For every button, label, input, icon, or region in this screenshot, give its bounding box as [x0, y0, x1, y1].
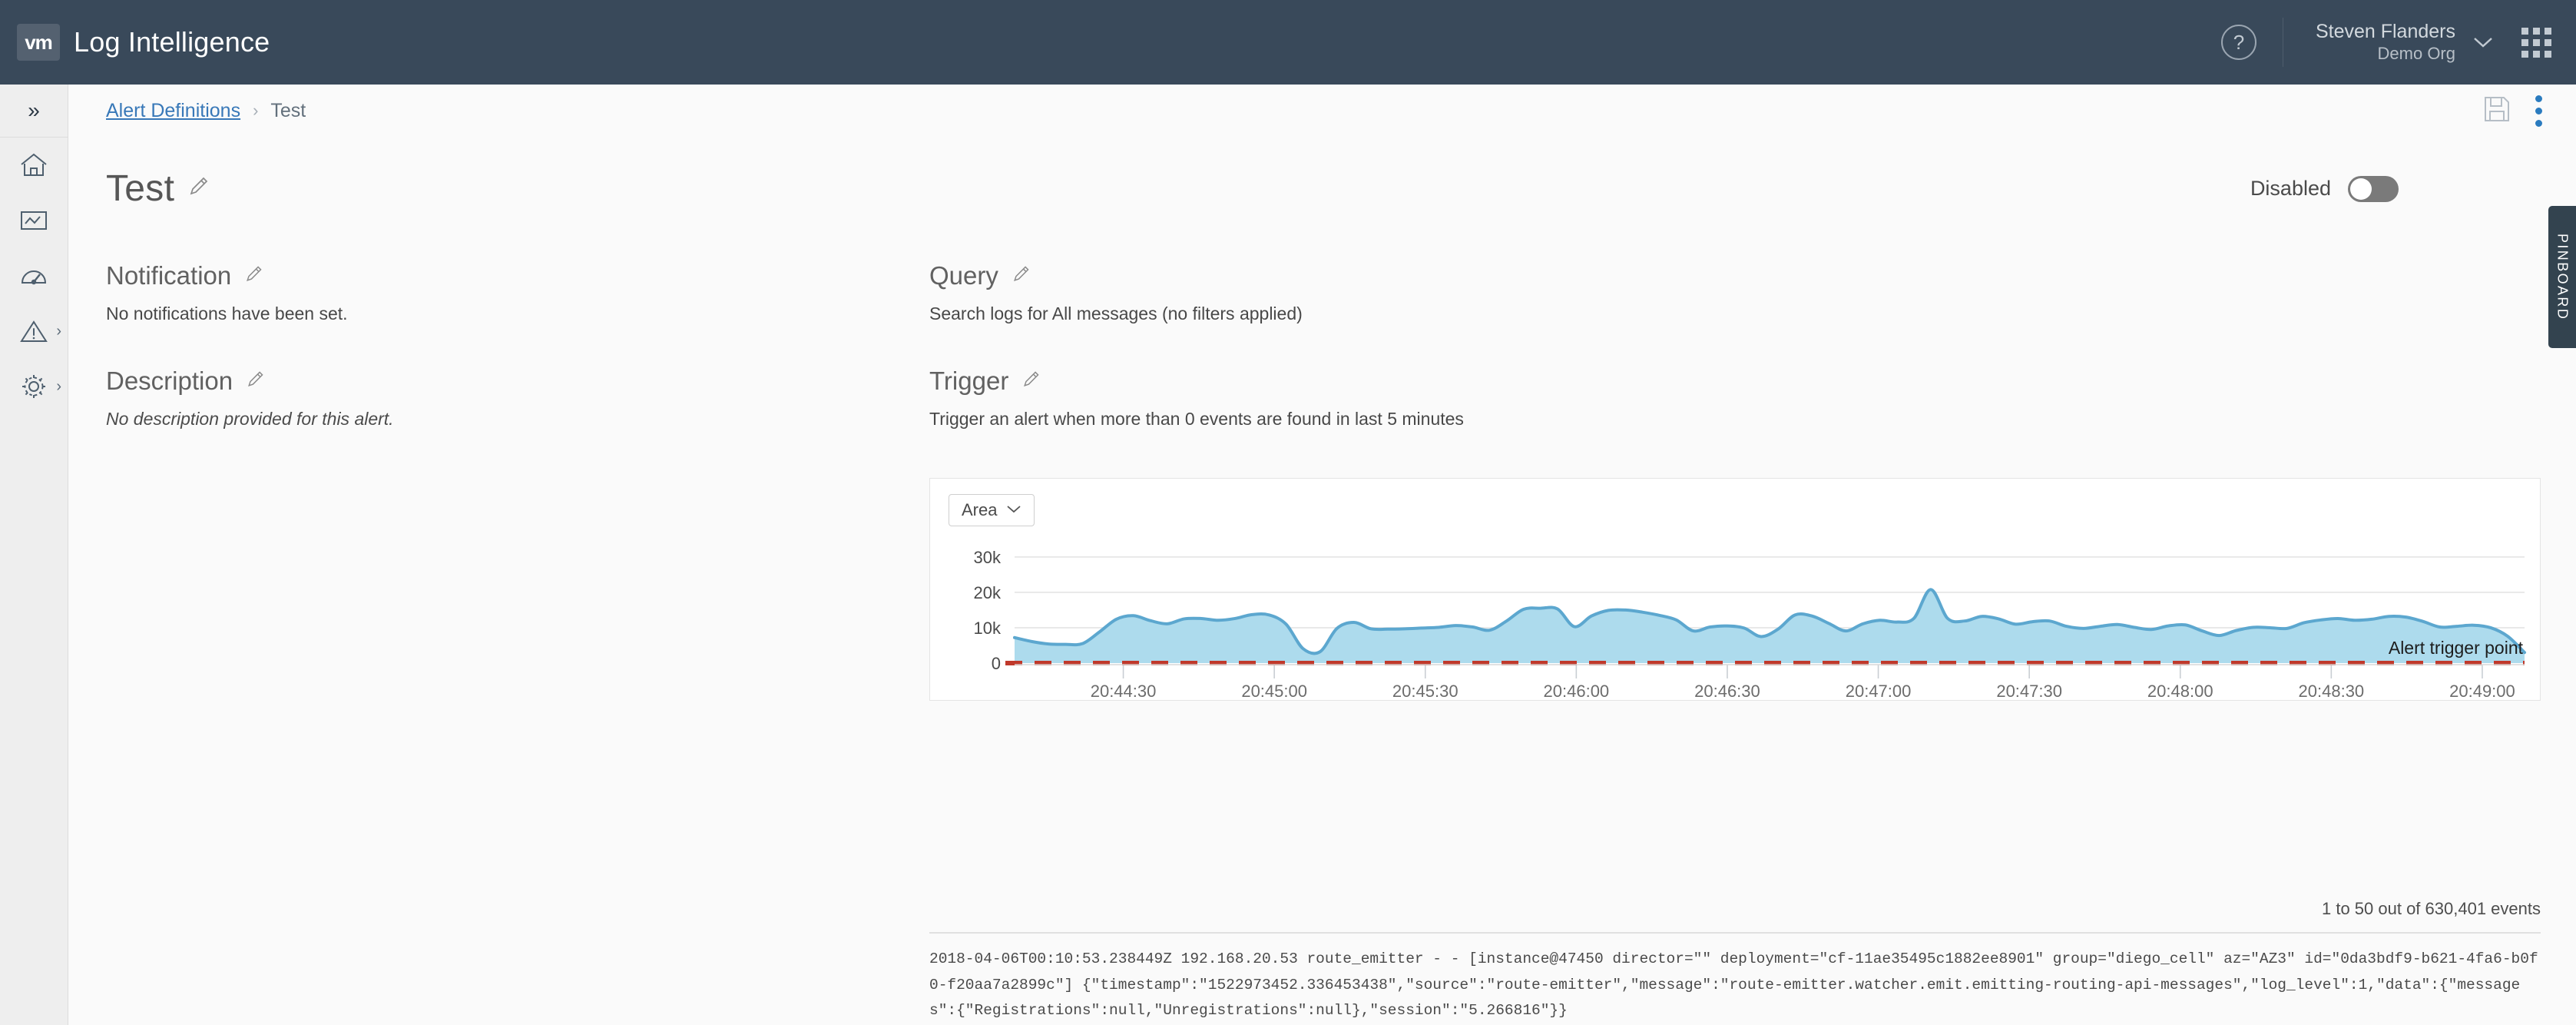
gauge-icon: [19, 264, 48, 287]
notification-section: Notification No notifications have been …: [106, 261, 836, 327]
chart-line-icon: [19, 209, 48, 232]
save-floppy-icon[interactable]: [2482, 94, 2512, 128]
description-heading-row: Description: [106, 367, 836, 396]
breadcrumb-parent-link[interactable]: Alert Definitions: [106, 99, 241, 121]
app-title: Log Intelligence: [74, 26, 270, 58]
svg-text:20:48:00: 20:48:00: [2147, 682, 2213, 701]
header-actions: ? Steven Flanders Demo Org: [2220, 0, 2576, 85]
home-icon: [19, 152, 48, 178]
app-grid-icon[interactable]: [2521, 27, 2551, 58]
chart-type-select[interactable]: Area: [949, 494, 1035, 526]
svg-text:10k: 10k: [974, 619, 1002, 638]
trigger-heading-row: Trigger: [929, 367, 2542, 396]
events-count-label: 1 to 50 out of 630,401 events: [2321, 899, 2541, 918]
svg-text:30k: 30k: [974, 548, 1002, 567]
svg-text:Alert trigger point: Alert trigger point: [2389, 638, 2524, 658]
query-body: Search logs for All messages (no filters…: [929, 304, 1303, 323]
trigger-preview-chart-card: Area 0 10k 20k 30k 20:44:30 20:45:00 20:45:30 2…: [929, 478, 2541, 701]
vmware-logo[interactable]: vm: [17, 24, 60, 61]
edit-query-pencil-icon[interactable]: [1011, 261, 1031, 290]
sidebar-item-alerts[interactable]: ›: [0, 304, 68, 359]
user-name: Steven Flanders: [2315, 21, 2455, 43]
log-entry-text: 2018-04-06T00:10:53.238449Z 192.168.20.5…: [929, 950, 2538, 1020]
sidebar-item-dashboards[interactable]: [0, 248, 68, 304]
svg-text:20:45:30: 20:45:30: [1392, 682, 1459, 701]
help-circle-icon[interactable]: ?: [2220, 25, 2256, 60]
pinboard-tab-label: PINBOARD: [2554, 233, 2571, 321]
enable-alert-toggle-group[interactable]: Disabled: [2250, 175, 2399, 202]
trigger-section: Trigger Trigger an alert when more than …: [929, 367, 2542, 432]
svg-text:20:48:30: 20:48:30: [2299, 682, 2365, 701]
breadcrumb-bar: Alert Definitions › Test: [68, 85, 2576, 137]
description-section: Description No description provided for …: [106, 367, 836, 432]
description-body: No description provided for this alert.: [106, 409, 394, 430]
notification-heading-row: Notification: [106, 261, 836, 290]
svg-text:20:46:30: 20:46:30: [1694, 682, 1760, 701]
sidebar-item-explore-logs[interactable]: [0, 193, 68, 248]
sidebar-expand-button[interactable]: »: [0, 85, 68, 138]
edit-notification-pencil-icon[interactable]: [243, 261, 263, 290]
left-detail-column: Notification No notifications have been …: [106, 261, 836, 473]
page-title: Test: [106, 168, 175, 209]
description-heading: Description: [106, 367, 233, 396]
sidebar-item-settings[interactable]: ›: [0, 359, 68, 414]
user-menu[interactable]: Steven Flanders Demo Org: [2316, 20, 2455, 64]
svg-text:0: 0: [992, 654, 1001, 673]
breadcrumb-actions: [2482, 94, 2576, 128]
kebab-menu-icon[interactable]: [2535, 95, 2542, 127]
query-heading-row: Query: [929, 261, 2542, 290]
log-entry-box: 2018-04-06T00:10:53.238449Z 192.168.20.5…: [929, 932, 2541, 1025]
page-title-row: Test Disabled: [106, 168, 2487, 210]
user-org: Demo Org: [2377, 43, 2455, 63]
svg-text:20:47:30: 20:47:30: [1996, 682, 2062, 701]
edit-title-pencil-icon[interactable]: [187, 175, 210, 202]
alert-triangle-icon: [19, 319, 48, 344]
enable-alert-toggle[interactable]: [2348, 175, 2399, 202]
pinboard-tab[interactable]: PINBOARD: [2548, 206, 2576, 348]
app-header: vm Log Intelligence ? Steven Flanders De…: [0, 0, 2576, 85]
notification-body: No notifications have been set.: [106, 304, 348, 323]
query-section: Query Search logs for All messages (no f…: [929, 261, 2542, 327]
area-chart-svg: 0 10k 20k 30k 20:44:30 20:45:00 20:45:30 20:46:…: [974, 548, 2526, 701]
trigger-body: Trigger an alert when more than 0 events…: [929, 409, 1464, 430]
toggle-knob: [2350, 177, 2372, 200]
edit-description-pencil-icon[interactable]: [245, 367, 265, 396]
sidebar-item-home[interactable]: [0, 138, 68, 193]
svg-text:20:44:30: 20:44:30: [1091, 682, 1157, 701]
trigger-heading: Trigger: [929, 367, 1009, 396]
svg-text:20:45:00: 20:45:00: [1241, 682, 1307, 701]
sidebar-settings-expand-arrow[interactable]: ›: [56, 378, 61, 395]
gear-icon: [20, 373, 48, 400]
chevron-down-icon: [1006, 503, 1021, 518]
chart-type-value: Area: [962, 500, 998, 519]
left-sidebar: »: [0, 85, 68, 1025]
notification-heading: Notification: [106, 261, 232, 290]
breadcrumb-separator-icon: ›: [253, 101, 259, 120]
sidebar-alerts-expand-arrow[interactable]: ›: [56, 323, 61, 340]
enable-alert-toggle-label: Disabled: [2250, 177, 2331, 200]
svg-text:20:47:00: 20:47:00: [1846, 682, 1912, 701]
query-heading: Query: [929, 261, 998, 290]
edit-trigger-pencil-icon[interactable]: [1021, 367, 1041, 396]
svg-text:20:49:00: 20:49:00: [2449, 682, 2515, 701]
right-detail-column: Query Search logs for All messages (no f…: [929, 261, 2542, 473]
svg-text:20k: 20k: [974, 583, 1002, 602]
svg-text:20:46:00: 20:46:00: [1544, 682, 1610, 701]
events-area-chart[interactable]: 0 10k 20k 30k 20:44:30 20:45:00 20:45:30 20:46:…: [930, 539, 2541, 702]
chevron-down-icon[interactable]: [2472, 31, 2494, 55]
breadcrumb-current: Test: [270, 99, 306, 121]
